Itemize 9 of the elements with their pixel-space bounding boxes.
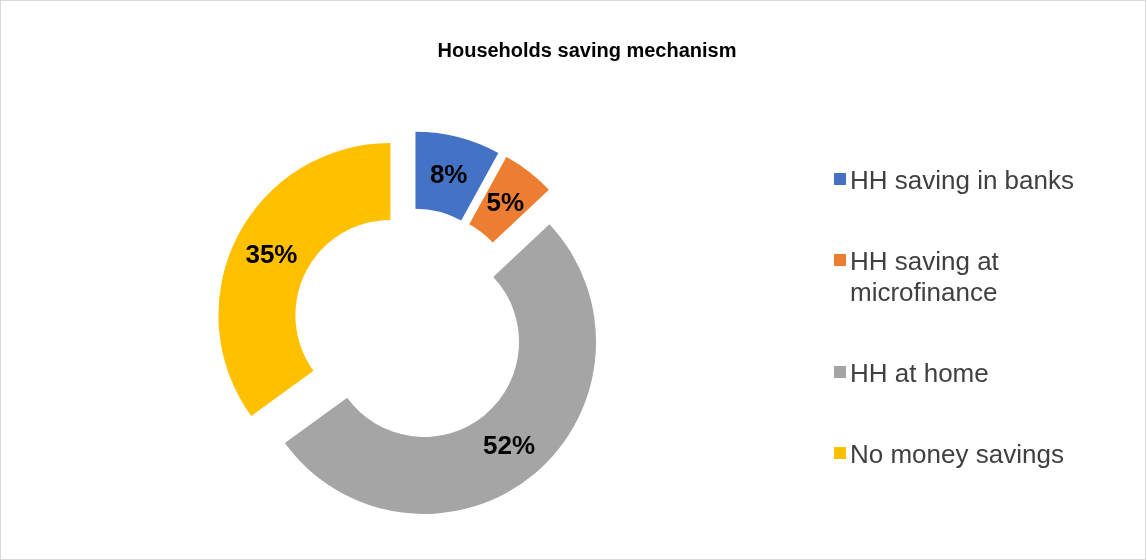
data-label: 52% [483, 429, 536, 460]
data-label: 5% [486, 187, 525, 218]
data-label: 35% [245, 239, 298, 270]
legend-label: HH saving in banks [850, 164, 1074, 195]
chart-title: Households saving mechanism [437, 39, 737, 61]
legend-label: HH saving at microfinance [850, 245, 1000, 307]
legend-label: HH at home [850, 357, 989, 388]
data-label: 8% [429, 159, 468, 190]
legend-label: No money savings [850, 438, 1064, 469]
